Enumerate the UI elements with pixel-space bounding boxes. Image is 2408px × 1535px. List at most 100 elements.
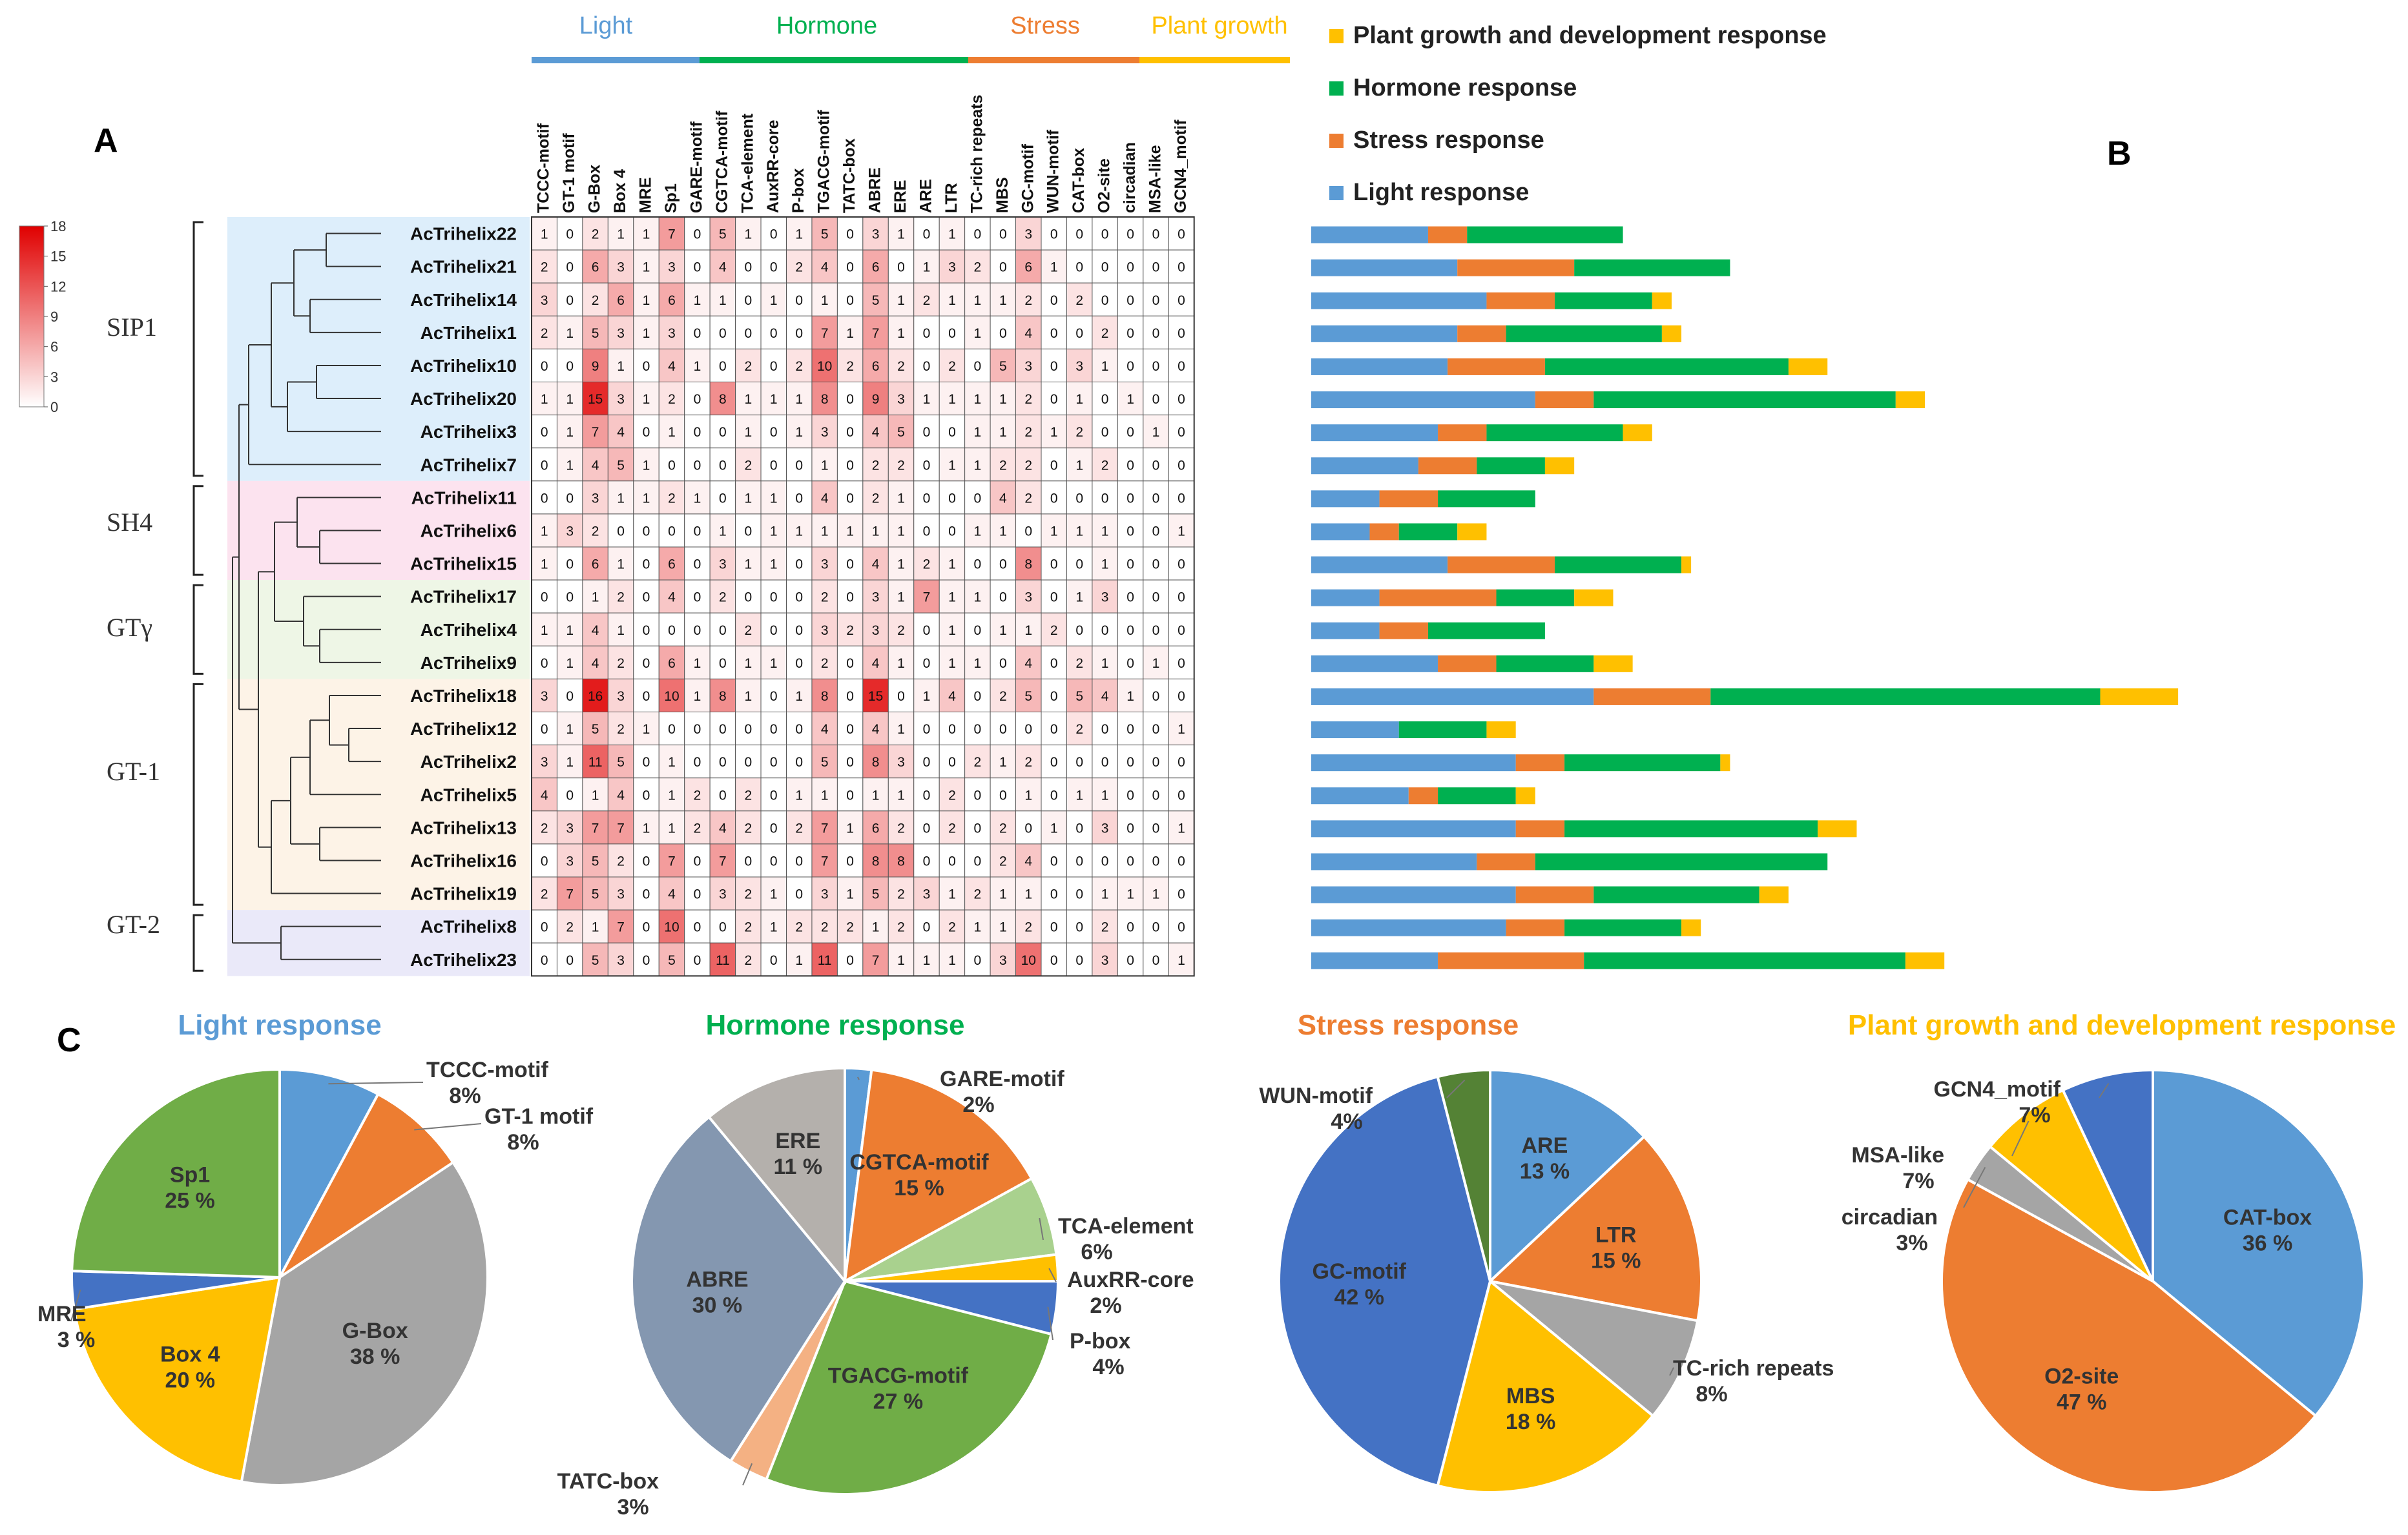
heatmap-value: 0 bbox=[1178, 227, 1185, 242]
heatmap-cell bbox=[607, 282, 634, 316]
heatmap-cell bbox=[990, 778, 1017, 812]
gene-label: AcTrihelix13 bbox=[410, 818, 517, 838]
stacked-bar-segment bbox=[1467, 226, 1623, 243]
heatmap-value: 1 bbox=[1075, 524, 1083, 539]
heatmap-value: 0 bbox=[923, 425, 931, 440]
heatmap-value: 0 bbox=[923, 656, 931, 671]
heatmap-value: 2 bbox=[617, 722, 625, 737]
heatmap-cell bbox=[887, 216, 915, 251]
heatmap-value: 0 bbox=[566, 227, 574, 242]
heatmap-cell bbox=[582, 909, 608, 943]
pie-percent: 36 % bbox=[2243, 1231, 2293, 1255]
category-bar-stress bbox=[968, 57, 1139, 63]
heatmap-value: 1 bbox=[872, 524, 880, 539]
heatmap-value: 0 bbox=[719, 491, 727, 506]
heatmap-cell bbox=[964, 513, 991, 548]
pie-label: CGTCA-motif bbox=[849, 1150, 989, 1175]
heatmap-value: 0 bbox=[795, 293, 803, 308]
heatmap-value: 0 bbox=[923, 821, 931, 836]
pie-slice bbox=[1436, 1068, 1491, 1282]
heatmap-cell bbox=[939, 546, 966, 581]
heatmap-value: 2 bbox=[846, 920, 854, 935]
heatmap-cell bbox=[709, 678, 736, 713]
heatmap-cell bbox=[811, 942, 838, 976]
heatmap-value: 2 bbox=[617, 656, 625, 671]
heatmap-cell bbox=[633, 448, 659, 482]
heatmap-value: 0 bbox=[1101, 260, 1109, 275]
heatmap-value: 3 bbox=[1101, 953, 1109, 968]
stacked-bar-segment bbox=[1311, 457, 1418, 475]
heatmap-cell bbox=[964, 942, 991, 976]
heatmap-value: 3 bbox=[897, 755, 905, 770]
pie-label: GT-1 motif bbox=[484, 1104, 594, 1129]
heatmap-value: 0 bbox=[923, 788, 931, 803]
heatmap-cell bbox=[1168, 909, 1195, 943]
heatmap-value: 0 bbox=[1024, 524, 1032, 539]
heatmap-value: 1 bbox=[1101, 788, 1109, 803]
stacked-bar-segment bbox=[1311, 952, 1438, 969]
heatmap-value: 1 bbox=[1075, 458, 1083, 473]
pie-percent: 8% bbox=[449, 1084, 481, 1108]
heatmap-cell bbox=[786, 249, 813, 283]
heatmap-cell bbox=[1015, 843, 1042, 878]
heatmap-value: 0 bbox=[999, 722, 1007, 737]
heatmap-value: 0 bbox=[948, 425, 956, 440]
heatmap-cell bbox=[862, 415, 889, 449]
heatmap-value: 0 bbox=[541, 722, 548, 737]
heatmap-cell bbox=[760, 810, 787, 845]
heatmap-value: 2 bbox=[974, 887, 982, 902]
heatmap-value: 2 bbox=[999, 821, 1007, 836]
heatmap-cell bbox=[658, 448, 685, 482]
heatmap-value: 0 bbox=[923, 359, 931, 374]
heatmap-value: 2 bbox=[897, 920, 905, 935]
heatmap-value: 2 bbox=[974, 260, 982, 275]
heatmap-value: 0 bbox=[923, 491, 931, 506]
pie-percent: 38 % bbox=[350, 1344, 400, 1369]
heatmap-value: 0 bbox=[1075, 491, 1083, 506]
heatmap-value: 2 bbox=[999, 689, 1007, 704]
heatmap-value: 4 bbox=[872, 557, 880, 572]
column-header: ERE bbox=[891, 180, 909, 213]
stacked-bar-segment bbox=[1311, 655, 1438, 672]
heatmap-value: 0 bbox=[846, 788, 854, 803]
heatmap-value: 1 bbox=[999, 920, 1007, 935]
heatmap-cell bbox=[658, 745, 685, 779]
heatmap-cell bbox=[1117, 612, 1144, 646]
heatmap-cell bbox=[1143, 480, 1169, 515]
gene-label: AcTrihelix8 bbox=[420, 917, 517, 937]
heatmap-value: 1 bbox=[744, 689, 752, 704]
heatmap-value: 0 bbox=[1126, 425, 1134, 440]
heatmap-value: 1 bbox=[999, 623, 1007, 638]
heatmap-cell bbox=[1168, 843, 1195, 878]
heatmap-value: 0 bbox=[1050, 458, 1058, 473]
heatmap-cell bbox=[556, 415, 583, 449]
heatmap-value: 0 bbox=[974, 557, 982, 572]
heatmap-cell bbox=[862, 645, 889, 679]
heatmap-value: 1 bbox=[617, 227, 625, 242]
heatmap-value: 3 bbox=[1024, 359, 1032, 374]
pie-percent: 4% bbox=[1331, 1109, 1362, 1134]
heatmap-value: 1 bbox=[897, 788, 905, 803]
heatmap-value: 7 bbox=[821, 854, 829, 869]
heatmap-value: 7 bbox=[566, 887, 574, 902]
stacked-bar-segment bbox=[1574, 589, 1614, 606]
heatmap-cell bbox=[913, 745, 940, 779]
heatmap-cell bbox=[1015, 448, 1042, 482]
pie-label: WUN-motif bbox=[1259, 1084, 1373, 1108]
heatmap-value: 5 bbox=[592, 326, 599, 341]
category-label-stress: Stress bbox=[1010, 12, 1080, 39]
heatmap-cell bbox=[684, 249, 711, 283]
heatmap-cell bbox=[1168, 216, 1195, 251]
heatmap-value: 0 bbox=[846, 260, 854, 275]
heatmap-value: 0 bbox=[1050, 887, 1058, 902]
heatmap-cell bbox=[607, 216, 634, 251]
heatmap-value: 2 bbox=[948, 359, 956, 374]
heatmap-cell bbox=[633, 745, 659, 779]
heatmap-value: 1 bbox=[719, 524, 727, 539]
heatmap-value: 4 bbox=[719, 821, 727, 836]
heatmap-value: 3 bbox=[948, 260, 956, 275]
heatmap-value: 0 bbox=[1152, 821, 1160, 836]
pie-label: circadian bbox=[1842, 1205, 1938, 1230]
heatmap-value: 2 bbox=[1075, 293, 1083, 308]
